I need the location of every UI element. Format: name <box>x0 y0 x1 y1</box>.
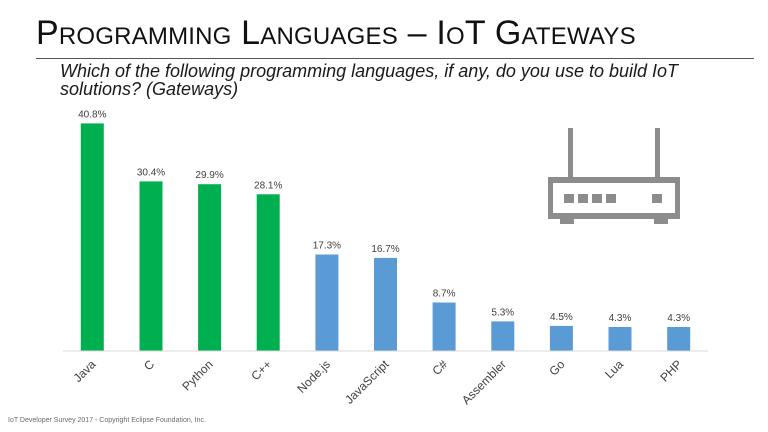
router-body <box>548 177 680 219</box>
bar-c <box>139 181 163 351</box>
copyright-footer: IoT Developer Survey 2017 - Copyright Ec… <box>8 417 206 424</box>
data-label: 16.7% <box>371 244 399 255</box>
router-port <box>606 194 616 203</box>
x-tick-label: Lua <box>602 357 626 381</box>
bar-go <box>549 325 573 351</box>
x-tick-label: PHP <box>657 357 684 384</box>
survey-question: Which of the following programming langu… <box>60 61 679 99</box>
x-tick-label: Python <box>179 357 215 393</box>
data-label: 17.3% <box>313 241 341 252</box>
data-label: 28.1% <box>254 180 282 191</box>
bar-c- <box>432 302 456 351</box>
bar-c- <box>256 194 280 351</box>
data-label: 8.7% <box>433 289 456 300</box>
data-label: 40.8% <box>78 109 106 120</box>
data-label: 5.3% <box>491 307 514 318</box>
bar-lua <box>608 327 632 351</box>
x-tick-label: Assembler <box>459 357 509 407</box>
title-divider <box>36 58 754 59</box>
x-tick-label: C# <box>429 357 450 378</box>
data-label: 4.5% <box>550 312 573 323</box>
router-port <box>652 194 662 203</box>
router-antenna-left <box>568 128 573 180</box>
bar-python <box>198 184 222 351</box>
x-tick-label: Java <box>71 357 99 385</box>
router-port <box>592 194 602 203</box>
data-label: 4.3% <box>667 313 690 324</box>
bar-node-js <box>315 254 339 351</box>
data-label: 29.9% <box>195 170 223 181</box>
router-antenna-right <box>655 128 660 180</box>
x-tick-label: JavaScript <box>342 357 392 407</box>
bar-java <box>80 123 104 352</box>
router-foot-right <box>654 216 668 224</box>
router-icon <box>548 128 680 224</box>
bar-javascript <box>374 257 397 351</box>
bar-php <box>667 327 691 351</box>
router-port <box>564 194 574 203</box>
data-label: 30.4% <box>137 167 165 178</box>
x-tick-label: Node.js <box>294 357 333 396</box>
router-foot-left <box>560 216 574 224</box>
slide-title: Programming Languages – IoT Gateways <box>36 14 636 52</box>
x-tick-label: Go <box>546 357 567 378</box>
router-port <box>578 194 588 203</box>
x-tick-label: C <box>141 357 157 373</box>
data-label: 4.3% <box>609 313 632 324</box>
bar-assembler <box>491 321 515 351</box>
x-tick-label: C++ <box>248 357 274 383</box>
